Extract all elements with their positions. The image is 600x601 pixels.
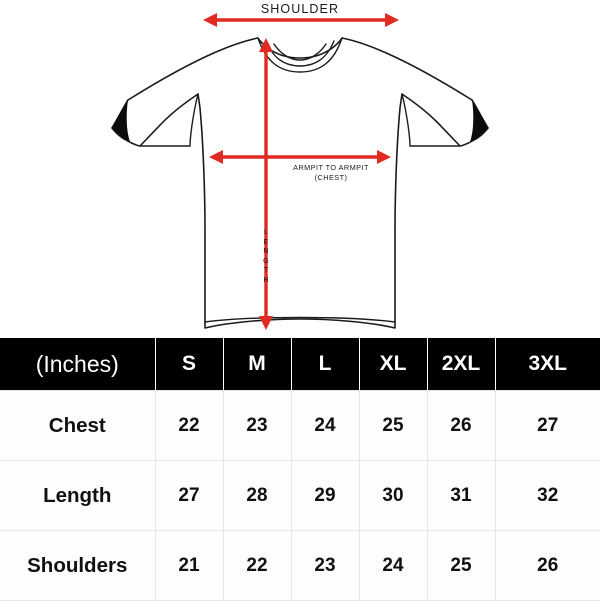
cell-shoulders-l: 23 xyxy=(290,530,360,601)
table-header-row: (Inches) S M L XL 2XL 3XL xyxy=(0,338,600,391)
row-label-chest: Chest xyxy=(0,390,156,461)
cell-length-l: 29 xyxy=(290,460,360,531)
row-label-length: Length xyxy=(0,460,156,531)
cell-shoulders-m: 22 xyxy=(222,530,292,601)
length-label: L E N G T H xyxy=(258,228,274,285)
shoulder-measure-arrow xyxy=(203,13,399,27)
unit-header: (Inches) xyxy=(0,338,156,391)
length-letter-5: H xyxy=(263,276,269,284)
cell-length-2xl: 31 xyxy=(426,460,496,531)
table-row: Chest 22 23 24 25 26 27 xyxy=(0,390,600,461)
cell-chest-xl: 25 xyxy=(358,390,428,461)
length-letter-2: N xyxy=(263,248,269,255)
cell-shoulders-xl: 24 xyxy=(358,530,428,601)
chest-label-line2: (CHEST) xyxy=(314,173,348,182)
size-header-m: M xyxy=(223,338,292,391)
left-sleeve-seam xyxy=(139,93,199,147)
size-chart-table: (Inches) S M L XL 2XL 3XL Chest 22 23 24… xyxy=(0,338,600,601)
bottom-hem xyxy=(204,316,396,323)
chest-label-line1: ARMPIT TO ARMPIT xyxy=(293,163,369,172)
cell-length-3xl: 32 xyxy=(494,460,600,531)
size-header-s: S xyxy=(155,338,224,391)
tshirt-diagram: SHOULDER ARMPIT TO ARMPIT (CHEST) L E N … xyxy=(111,2,489,330)
cell-chest-l: 24 xyxy=(290,390,360,461)
size-header-xl: XL xyxy=(359,338,428,391)
cell-length-xl: 30 xyxy=(358,460,428,531)
cell-shoulders-2xl: 25 xyxy=(426,530,496,601)
cell-length-m: 28 xyxy=(222,460,292,531)
collar-arc-inner xyxy=(273,43,327,61)
chest-measure-arrow xyxy=(209,150,391,164)
cell-chest-3xl: 27 xyxy=(494,390,600,461)
size-header-l: L xyxy=(291,338,360,391)
collar-arc-middle xyxy=(265,40,335,67)
right-sleeve-shadow xyxy=(470,100,488,142)
length-letter-3: G xyxy=(263,257,269,265)
length-letter-4: T xyxy=(263,267,269,274)
length-letter-0: L xyxy=(263,229,269,236)
cell-shoulders-3xl: 26 xyxy=(494,530,600,601)
right-sleeve-seam xyxy=(401,93,461,147)
cell-chest-m: 23 xyxy=(222,390,292,461)
cell-chest-s: 22 xyxy=(154,390,224,461)
chest-label: ARMPIT TO ARMPIT (CHEST) xyxy=(236,163,426,183)
tshirt-body-outline xyxy=(111,37,489,329)
left-sleeve-shadow xyxy=(112,100,130,142)
length-measure-arrow xyxy=(259,38,273,330)
tshirt-illustration xyxy=(111,13,489,330)
cell-shoulders-s: 21 xyxy=(154,530,224,601)
row-label-shoulders: Shoulders xyxy=(0,530,156,601)
table-row: Shoulders 21 22 23 24 25 26 xyxy=(0,530,600,601)
length-letter-1: E xyxy=(263,238,269,246)
shoulder-label: SHOULDER xyxy=(260,2,340,16)
cell-chest-2xl: 26 xyxy=(426,390,496,461)
cell-length-s: 27 xyxy=(154,460,224,531)
size-header-2xl: 2XL xyxy=(427,338,496,391)
table-row: Length 27 28 29 30 31 32 xyxy=(0,460,600,531)
size-header-3xl: 3XL xyxy=(495,338,600,391)
